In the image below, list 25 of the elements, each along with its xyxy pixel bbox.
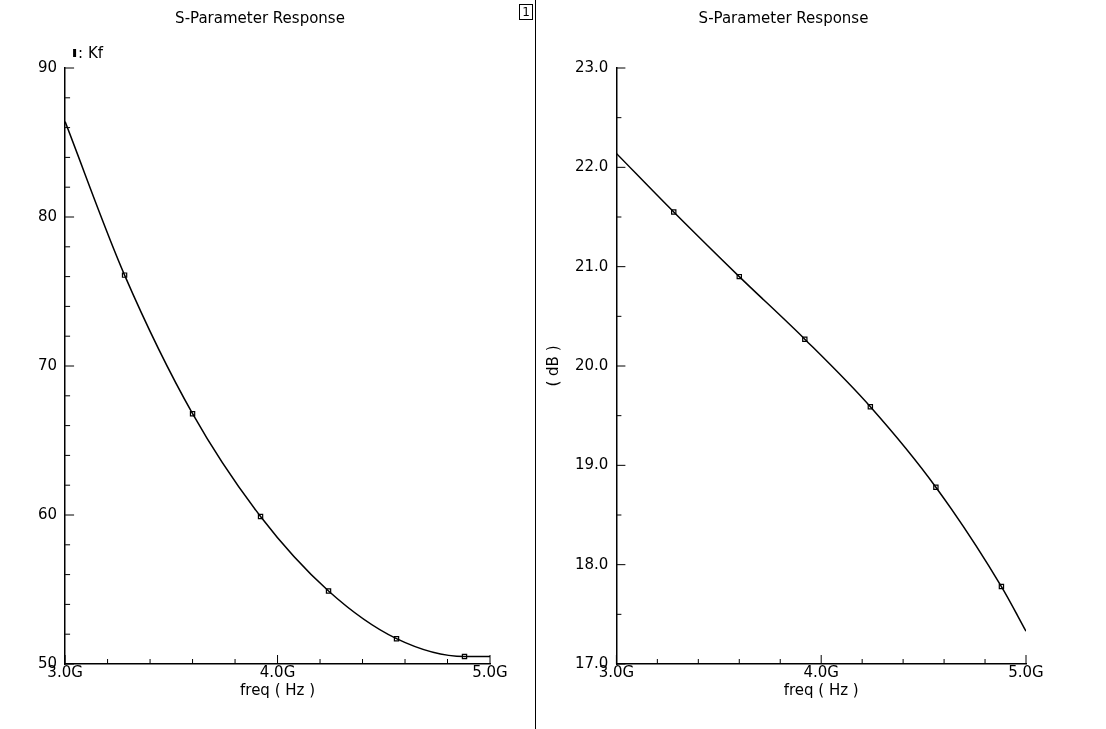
text: 1 — [519, 4, 533, 20]
y-tick-label: 19.0 — [574, 455, 609, 474]
x-tick-label: 5.0G — [472, 662, 508, 681]
y-tick-label: 90 — [37, 57, 58, 76]
point — [802, 336, 808, 342]
y-tick-label: 22.0 — [574, 157, 609, 176]
y-tick-label: 23.0 — [574, 57, 609, 76]
chart-title: S-Parameter Response — [698, 8, 869, 27]
y-tick-label: 70 — [37, 355, 58, 374]
x-axis-title: freq ( Hz ) — [783, 680, 859, 699]
x-tick-label: 5.0G — [1008, 662, 1044, 681]
legend-label: : Kf — [78, 43, 104, 62]
y-tick-label: 60 — [37, 504, 58, 523]
y-tick-label: 21.0 — [574, 256, 609, 275]
x-tick-label: 4.0G — [803, 662, 839, 681]
x-tick-label: 4.0G — [259, 662, 296, 681]
y-tick-label: 18.0 — [574, 554, 609, 573]
point — [325, 588, 332, 594]
y-tick-label: 80 — [37, 206, 58, 225]
y-tick-label: 20.0 — [574, 355, 609, 374]
y-axis-title: ( dB ) — [543, 345, 562, 387]
point — [671, 209, 677, 215]
chart-title: S-Parameter Response — [175, 8, 345, 27]
point — [933, 484, 939, 490]
x-axis-title: freq ( Hz ) — [240, 680, 316, 699]
